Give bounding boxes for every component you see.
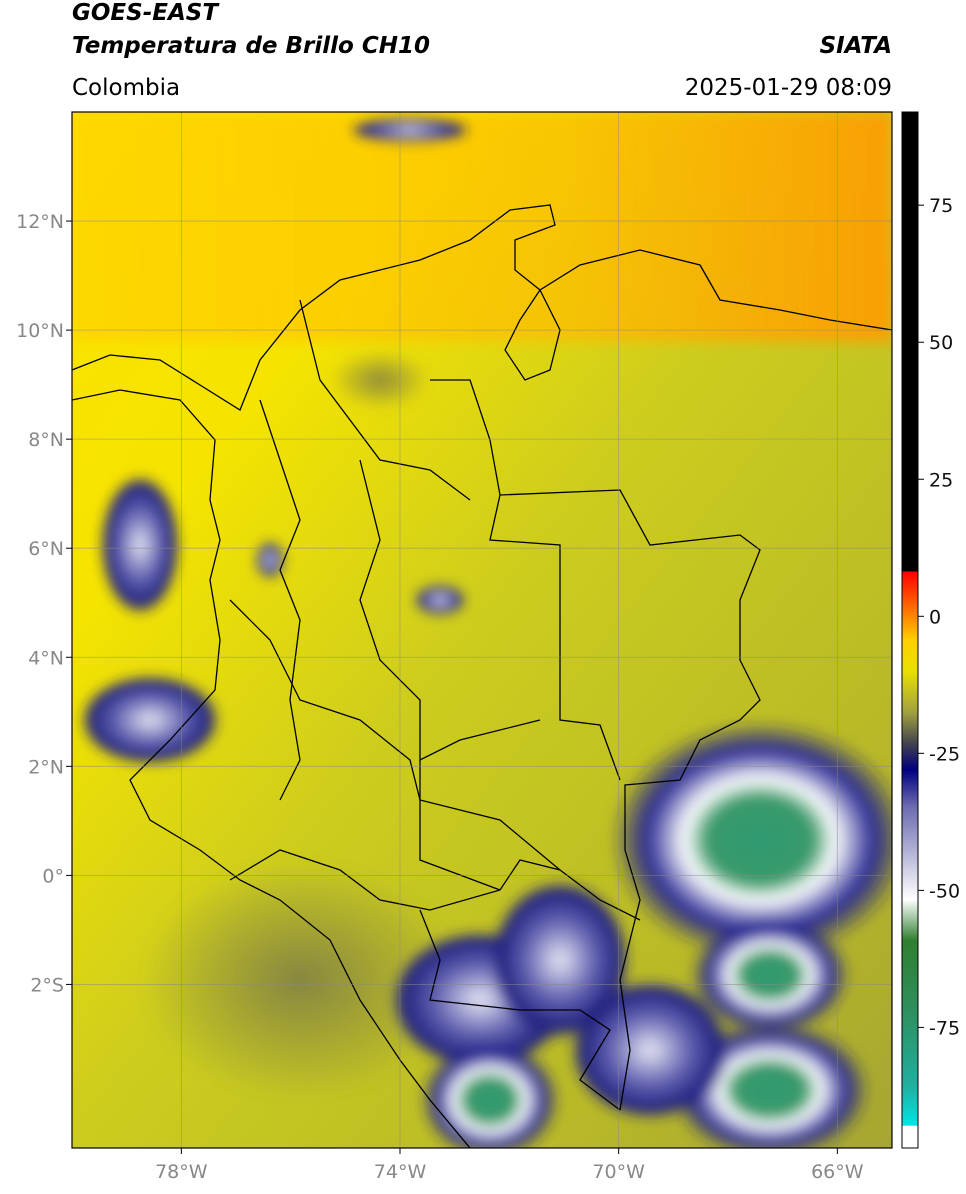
source: SIATA <box>820 33 892 59</box>
y-tick-label: 8°N <box>28 429 64 451</box>
colorbar <box>901 111 919 1149</box>
clouds <box>80 118 892 1148</box>
y-tick-label: 6°N <box>28 538 64 560</box>
x-tick-label: 78°W <box>155 1161 208 1183</box>
colorbar-tick-label: -50 <box>929 880 960 902</box>
y-tick-label: 4°N <box>28 647 64 669</box>
colorbar-tick-label: -25 <box>929 743 960 765</box>
y-tick-label: 0° <box>42 865 64 887</box>
borders <box>72 204 892 1148</box>
warm-area <box>72 112 892 342</box>
region: Colombia <box>72 75 180 101</box>
y-tick-label: 12°N <box>16 211 64 233</box>
datetime: 2025-01-29 08:09 <box>685 75 892 101</box>
grid <box>72 112 892 1148</box>
y-tick-label: 2°S <box>30 974 64 996</box>
colorbar-tick-label: 50 <box>929 332 953 354</box>
colorbar-tick-label: 25 <box>929 469 953 491</box>
colorbar-tick-label: 75 <box>929 195 953 217</box>
x-tick-label: 74°W <box>374 1161 427 1183</box>
colorbar-tick-label: 0 <box>929 606 941 628</box>
y-tick-label: 2°N <box>28 756 64 778</box>
colorbar-tick-label: -75 <box>929 1017 960 1039</box>
subtitle: Temperatura de Brillo CH10 <box>72 33 430 59</box>
y-tick-label: 10°N <box>16 320 64 342</box>
map-frame <box>71 111 893 1149</box>
x-tick-label: 70°W <box>592 1161 645 1183</box>
imagery <box>72 112 892 1148</box>
x-tick-label: 66°W <box>811 1161 864 1183</box>
title: GOES-EAST <box>72 0 220 26</box>
